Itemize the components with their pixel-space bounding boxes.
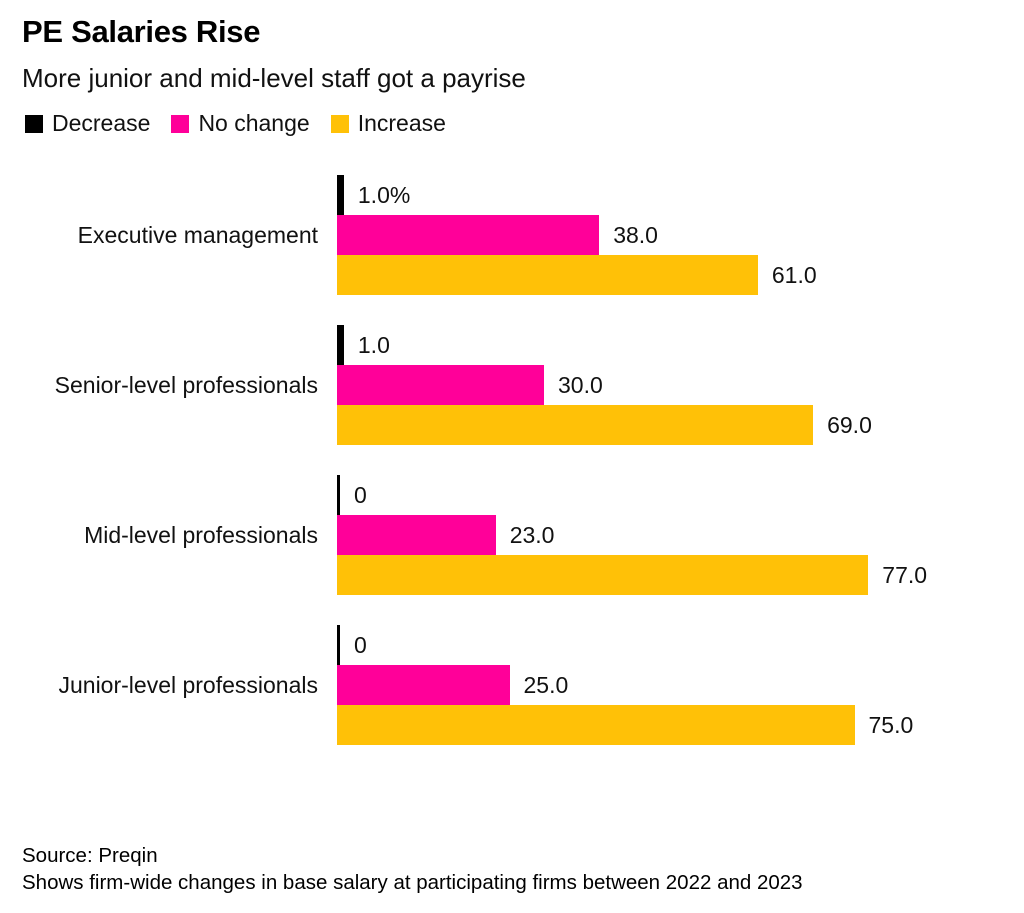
bar-group: Executive management 1.0% 38.0 61.0 [0, 175, 1024, 295]
legend-label: Increase [357, 110, 446, 136]
legend-swatch-pink-icon [171, 114, 190, 133]
bar-decrease [337, 625, 340, 665]
bar-row: 25.0 [337, 665, 1024, 705]
value-label: 1.0 [357, 332, 390, 358]
bar-row: 61.0 [337, 255, 1024, 295]
value-label: 69.0 [827, 412, 872, 438]
value-label: 30.0 [558, 372, 603, 398]
value-label: 61.0 [771, 262, 817, 288]
bar-row: 38.0 [337, 215, 1024, 255]
bar-row: 77.0 [337, 555, 1024, 595]
bar-row: 0 [337, 625, 1024, 665]
value-label: 77.0 [882, 562, 928, 588]
bar-row: 23.0 [337, 515, 1024, 555]
legend-label: Decrease [52, 110, 151, 136]
bar-decrease [337, 475, 340, 515]
page-subtitle: More junior and mid-level staff got a pa… [22, 63, 526, 93]
bar-chart: Executive management 1.0% 38.0 61.0 Senior-l… [0, 175, 1024, 775]
chart-legend: Decrease No change Increase [25, 110, 446, 137]
value-label: 0 [354, 632, 367, 658]
category-label: Junior-level professionals [58, 672, 318, 698]
bar-decrease [337, 175, 344, 215]
bar-decrease [337, 325, 344, 365]
legend-item-increase: Increase [330, 110, 446, 137]
legend-item-no-change: No change [171, 110, 310, 137]
bar-increase [337, 555, 869, 595]
bar-row: 1.0 [337, 325, 1024, 365]
bar-increase [337, 705, 855, 745]
bar-increase [337, 255, 758, 295]
category-label: Senior-level professionals [54, 372, 318, 398]
page-title: PE Salaries Rise [22, 14, 261, 49]
bar-increase [337, 405, 814, 445]
source-note: Source: Preqin [22, 844, 158, 867]
methodology-note: Shows firm-wide changes in base salary a… [22, 871, 803, 894]
bar-group: Senior-level professionals 1.0 30.0 69.0 [0, 325, 1024, 445]
legend-swatch-black-icon [25, 114, 43, 133]
bar-row: 75.0 [337, 705, 1024, 745]
bar-row: 30.0 [337, 365, 1024, 405]
legend-label: No change [198, 110, 310, 136]
bar-row: 69.0 [337, 405, 1024, 445]
bar-group: Junior-level professionals 0 25.0 75.0 [0, 625, 1024, 745]
bar-row: 0 [337, 475, 1024, 515]
bar-no-change [337, 665, 510, 705]
value-label: 23.0 [509, 522, 555, 548]
value-label: 0 [354, 482, 367, 508]
legend-swatch-yellow-icon [330, 114, 349, 133]
bar-row: 1.0% [337, 175, 1024, 215]
value-label: 1.0% [357, 182, 411, 208]
bar-group: Mid-level professionals 0 23.0 77.0 [0, 475, 1024, 595]
value-label: 38.0 [613, 222, 658, 248]
bar-no-change [337, 365, 544, 405]
value-label: 75.0 [868, 712, 914, 738]
chart-footer: Source: Preqin Shows firm-wide changes i… [22, 842, 803, 896]
bar-no-change [337, 215, 600, 255]
category-label: Mid-level professionals [84, 522, 318, 548]
legend-item-decrease: Decrease [25, 110, 150, 137]
category-label: Executive management [77, 222, 318, 248]
bar-no-change [337, 515, 496, 555]
value-label: 25.0 [523, 672, 569, 698]
